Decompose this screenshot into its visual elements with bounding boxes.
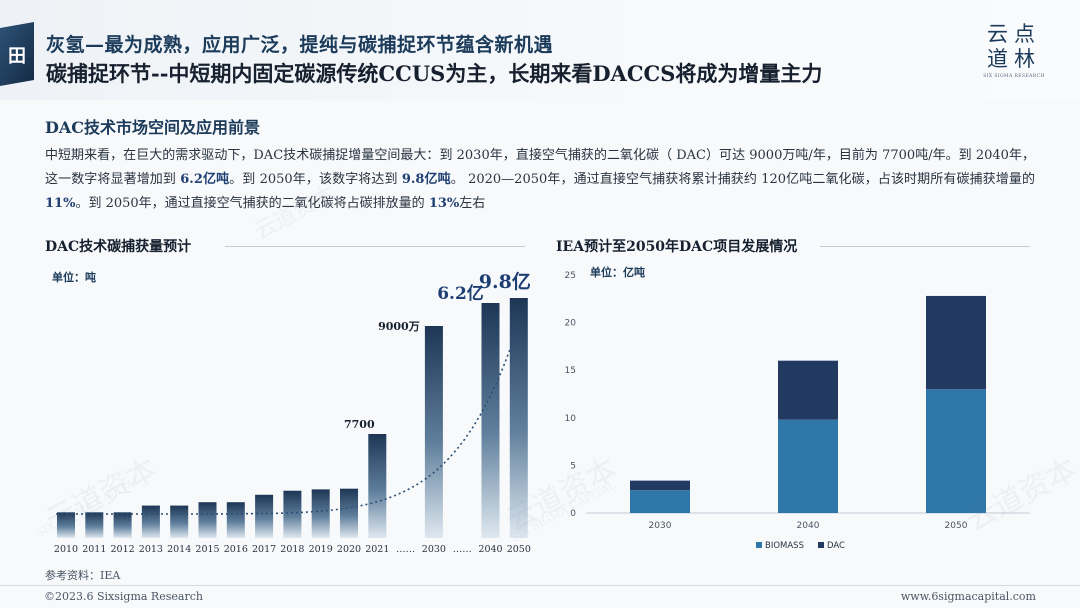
bar-2018 [283, 490, 302, 538]
para-text-2: 。到 2050年，该数字将达到 [229, 172, 402, 187]
y-tick-label: 0 [570, 509, 576, 519]
section-badge-char: 田 [8, 46, 26, 67]
bar-dac-2030 [630, 480, 690, 491]
bar-dac-2040 [778, 360, 838, 420]
y-tick-label: 5 [570, 461, 576, 471]
x-tick-label: 2021 [365, 544, 389, 555]
x-tick-label: 2012 [111, 544, 135, 555]
logo-tagline: SIX SIGMA RESEARCH [983, 74, 1045, 79]
footer-website: www.6sigmacapital.com [900, 590, 1036, 603]
bar-2013 [141, 505, 160, 538]
bar-label-2030: 9000万 [378, 320, 420, 333]
right-chart-divider [820, 246, 1030, 247]
x-tick-label: …… [453, 544, 472, 555]
bar-biomass-2040 [778, 419, 838, 513]
para-highlight-1: 6.2亿吨 [180, 172, 230, 187]
legend-label-biomass: BIOMASS [765, 541, 804, 551]
page-title: 碳捕捉环节--中短期内固定碳源传统CCUS为主，长期来看DACCS将成为增量主力 [46, 61, 823, 86]
right-chart-title: IEA预计至2050年DAC项目发展情况 [556, 239, 798, 255]
bar-2040 [481, 303, 500, 538]
bar-2010 [57, 512, 75, 538]
x-tick-label: 2010 [54, 544, 78, 555]
para-highlight-2: 9.8亿吨 [401, 172, 451, 187]
header-subtitle: 灰氢—最为成熟，应用广泛，提纯与碳捕捉环节蕴含新机遇 [46, 34, 554, 56]
x-tick-label: 2020 [337, 544, 361, 555]
legend-label-dac: DAC [827, 541, 845, 551]
x-tick-label: 2050 [945, 521, 968, 531]
bar-2017 [255, 494, 274, 538]
logo-row-1: 云点 [987, 22, 1041, 46]
x-tick-label: 2030 [649, 521, 672, 531]
description-paragraph: 中短期来看，在巨大的需求驱动下，DAC技术碳捕捉增量空间最大：到 2030年，直… [45, 144, 1035, 216]
bar-2020 [340, 488, 358, 538]
left-chart-title: DAC技术碳捕获量预计 [45, 239, 192, 255]
para-text-4: 。到 2050年，通过直接空气捕获的二氧化碳将占碳排放量的 [75, 196, 429, 211]
x-tick-label: 2019 [309, 544, 333, 555]
x-tick-label: 2011 [82, 544, 106, 555]
iea-dac-chart: 0 5 10 15 20 25 2030 2040 2050 BIOMASS DAC [565, 271, 1030, 551]
bar-biomass-2050 [926, 389, 986, 513]
x-tick-label: 2018 [280, 544, 304, 555]
x-tick-label: …… [396, 544, 415, 555]
y-tick-label: 20 [565, 319, 577, 329]
bar-2050 [509, 298, 528, 538]
left-chart-unit: 单位：吨 [52, 271, 96, 284]
para-highlight-4: 13% [428, 196, 460, 211]
x-tick-label: 2030 [422, 544, 446, 555]
bar-2011 [85, 512, 104, 538]
bar-biomass-2030 [630, 490, 690, 513]
para-highlight-3: 11% [45, 196, 76, 211]
x-tick-label: 2017 [252, 544, 276, 555]
source-note: 参考资料：IEA [45, 569, 121, 582]
bar-2012 [113, 512, 132, 538]
bar-2021 [368, 434, 387, 538]
bar-2016 [226, 502, 245, 538]
right-chart-unit: 单位：亿吨 [590, 266, 645, 279]
footer-copyright: ©2023.6 Sixsigma Research [44, 590, 203, 603]
legend-swatch-dac [818, 542, 824, 548]
footer-divider [0, 585, 1080, 586]
x-tick-label: 2050 [507, 544, 531, 555]
bar-dac-2050 [926, 295, 986, 390]
y-tick-label: 25 [565, 271, 576, 281]
para-text-5: 左右 [459, 196, 486, 211]
bar-label-2021: 7700 [344, 418, 375, 431]
bar-label-2050: 9.8亿 [479, 270, 531, 293]
bar-2030 [424, 326, 443, 538]
section-badge-icon: 田 [0, 22, 34, 86]
x-tick-label: 2014 [167, 544, 191, 555]
bar-2014 [170, 505, 189, 538]
section-title: DAC技术市场空间及应用前景 [45, 118, 261, 137]
logo-row-2: 道林 [987, 47, 1041, 71]
x-tick-label: 2016 [224, 544, 248, 555]
para-text-1: 中短期来看，在巨大的需求驱动下，DAC技术碳捕捉增量空间最大：到 2030年，直… [45, 148, 1035, 187]
para-text-3: 。 2020—2050年，通过直接空气捕获将累计捕获约 120亿吨二氧化碳，占该… [450, 172, 1035, 187]
dac-capture-chart: 2010 2011 2012 2013 2014 2015 2016 2017 2018 2019… [54, 270, 531, 555]
bar-2015 [198, 502, 217, 538]
legend-swatch-biomass [756, 542, 762, 548]
left-chart-divider [225, 246, 525, 247]
company-logo: 云点 道林 SIX SIGMA RESEARCH [982, 22, 1046, 92]
x-tick-label: 2015 [195, 544, 219, 555]
y-tick-label: 15 [565, 366, 576, 376]
y-tick-label: 10 [565, 414, 577, 424]
x-tick-label: 2040 [478, 544, 502, 555]
trend-line [56, 323, 520, 515]
x-tick-label: 2040 [797, 521, 820, 531]
header-background [0, 0, 1080, 100]
x-tick-label: 2013 [139, 544, 163, 555]
bar-2019 [311, 489, 330, 538]
bar-label-2040: 6.2亿 [437, 283, 484, 304]
